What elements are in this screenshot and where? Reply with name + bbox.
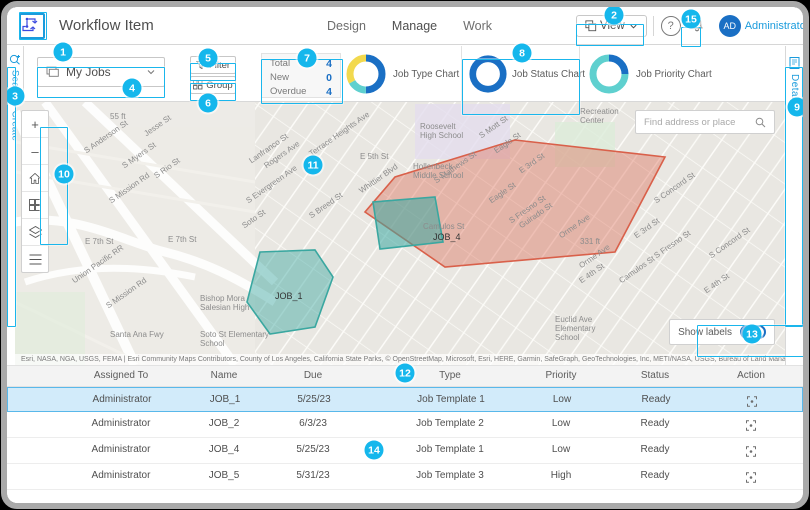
svg-text:JOB_1: JOB_1 — [275, 291, 303, 301]
svg-text:JOB_4: JOB_4 — [433, 232, 461, 242]
